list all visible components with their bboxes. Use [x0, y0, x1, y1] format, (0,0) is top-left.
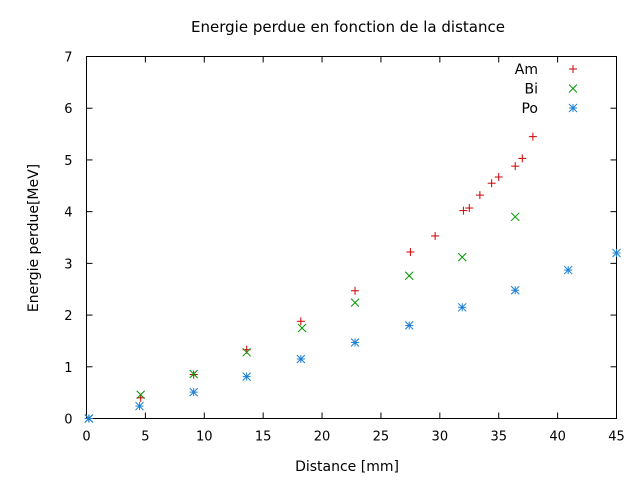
point-bi — [404, 271, 414, 281]
point-am — [494, 172, 503, 181]
point-po — [563, 265, 573, 275]
point-po — [350, 338, 360, 347]
y-tick-label: 0 — [64, 413, 72, 428]
y-tick-label: 3 — [64, 257, 72, 272]
point-am — [511, 162, 520, 171]
point-am — [351, 286, 360, 295]
x-axis-label: Distance [mm] — [295, 459, 399, 475]
plot-frame — [86, 56, 617, 419]
point-po — [242, 372, 252, 381]
point-po — [510, 285, 520, 295]
point-bi — [189, 369, 199, 379]
point-am — [431, 231, 440, 240]
y-tick-label: 4 — [64, 206, 72, 221]
point-am — [296, 317, 305, 326]
x-tick-label: 10 — [196, 430, 213, 445]
legend-marker-po — [568, 103, 578, 113]
legend-label-po: Po — [521, 101, 538, 117]
legend-label-bi: Bi — [525, 82, 539, 98]
x-tick-label: 40 — [549, 430, 566, 445]
y-tick-label: 5 — [64, 154, 72, 169]
point-am — [487, 179, 496, 188]
series-po — [84, 248, 621, 423]
point-bi — [457, 252, 467, 262]
point-am — [465, 204, 474, 213]
x-tick-label: 35 — [490, 430, 507, 445]
point-po — [404, 321, 414, 330]
series-bi — [84, 212, 520, 423]
x-tick-label: 15 — [255, 430, 272, 445]
point-am — [459, 206, 468, 215]
point-bi — [297, 323, 307, 333]
y-tick-label: 1 — [64, 361, 72, 376]
chart-title: Energie perdue en fonction de la distanc… — [191, 18, 505, 36]
point-po — [612, 248, 621, 258]
point-bi — [350, 298, 360, 308]
legend-label-am: Am — [515, 62, 538, 78]
point-am — [406, 247, 415, 256]
point-po — [84, 414, 94, 423]
series-am — [84, 132, 537, 423]
point-am — [528, 132, 537, 141]
y-axis-label: Energie perdue[MeV] — [26, 164, 42, 312]
point-po — [135, 401, 144, 411]
y-tick-label: 6 — [64, 102, 72, 117]
x-tick-label: 20 — [314, 430, 331, 445]
y-tick-label: 2 — [64, 309, 72, 324]
legend-marker-bi — [568, 84, 578, 93]
y-tick-label: 7 — [64, 51, 72, 66]
point-bi — [510, 212, 520, 222]
point-bi — [242, 347, 252, 357]
point-bi — [136, 390, 146, 400]
x-tick-label: 0 — [82, 430, 90, 445]
point-po — [457, 302, 467, 312]
point-po — [189, 387, 199, 397]
point-po — [296, 354, 306, 364]
x-tick-label: 5 — [141, 430, 149, 445]
point-am — [475, 191, 484, 200]
point-am — [518, 154, 527, 163]
data-points — [84, 132, 621, 423]
legend: Am Bi Po — [515, 62, 578, 117]
x-tick-label: 25 — [373, 430, 390, 445]
x-tick-label: 30 — [432, 430, 449, 445]
legend-marker-am — [569, 65, 577, 73]
x-tick-label: 45 — [608, 430, 625, 445]
